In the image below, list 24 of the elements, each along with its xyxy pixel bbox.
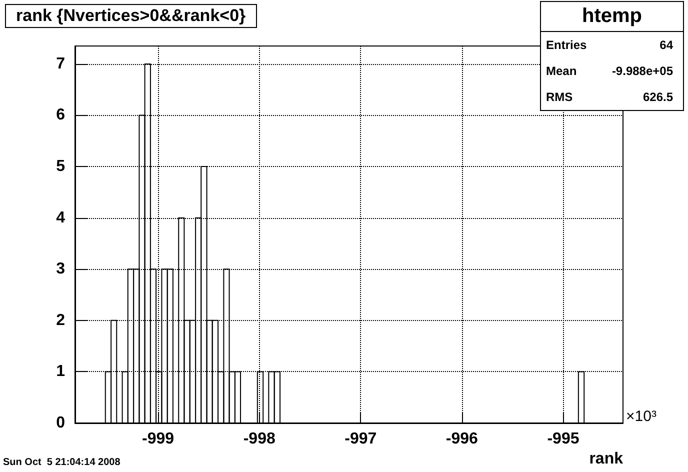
annotation: Entries [546, 38, 587, 52]
annotation: -9.988e+05 [612, 64, 673, 78]
y-tick-label: 1 [56, 363, 66, 380]
y-tick-label: 3 [56, 260, 66, 278]
x-tick-label: -999 [142, 430, 174, 448]
annotation: RMS [546, 90, 573, 104]
y-tick-label: 7 [56, 55, 66, 72]
x-tick-label: -995 [547, 430, 580, 448]
y-tick-label: 2 [56, 312, 66, 329]
text: htemp [541, 2, 683, 32]
text: ×10³ [626, 408, 656, 425]
y-tick-label: 6 [56, 106, 66, 124]
y-tick-label: 4 [56, 209, 66, 226]
y-tick-label: 0 [56, 414, 66, 432]
text: 626.5 [642, 90, 673, 104]
y-tick-label: 5 [56, 158, 66, 176]
x-axis-title: rank [589, 450, 624, 468]
x-tick-label: -998 [243, 430, 276, 448]
annotation: Mean [546, 64, 577, 78]
x-tick-label: -996 [446, 430, 478, 448]
chart-title: rank {Nvertices>0&&rank<0} [5, 4, 257, 28]
text: 64 [660, 38, 673, 52]
x-tick-label: -997 [344, 430, 377, 448]
text: Sun Oct 5 21:04:14 2008 [3, 457, 120, 468]
